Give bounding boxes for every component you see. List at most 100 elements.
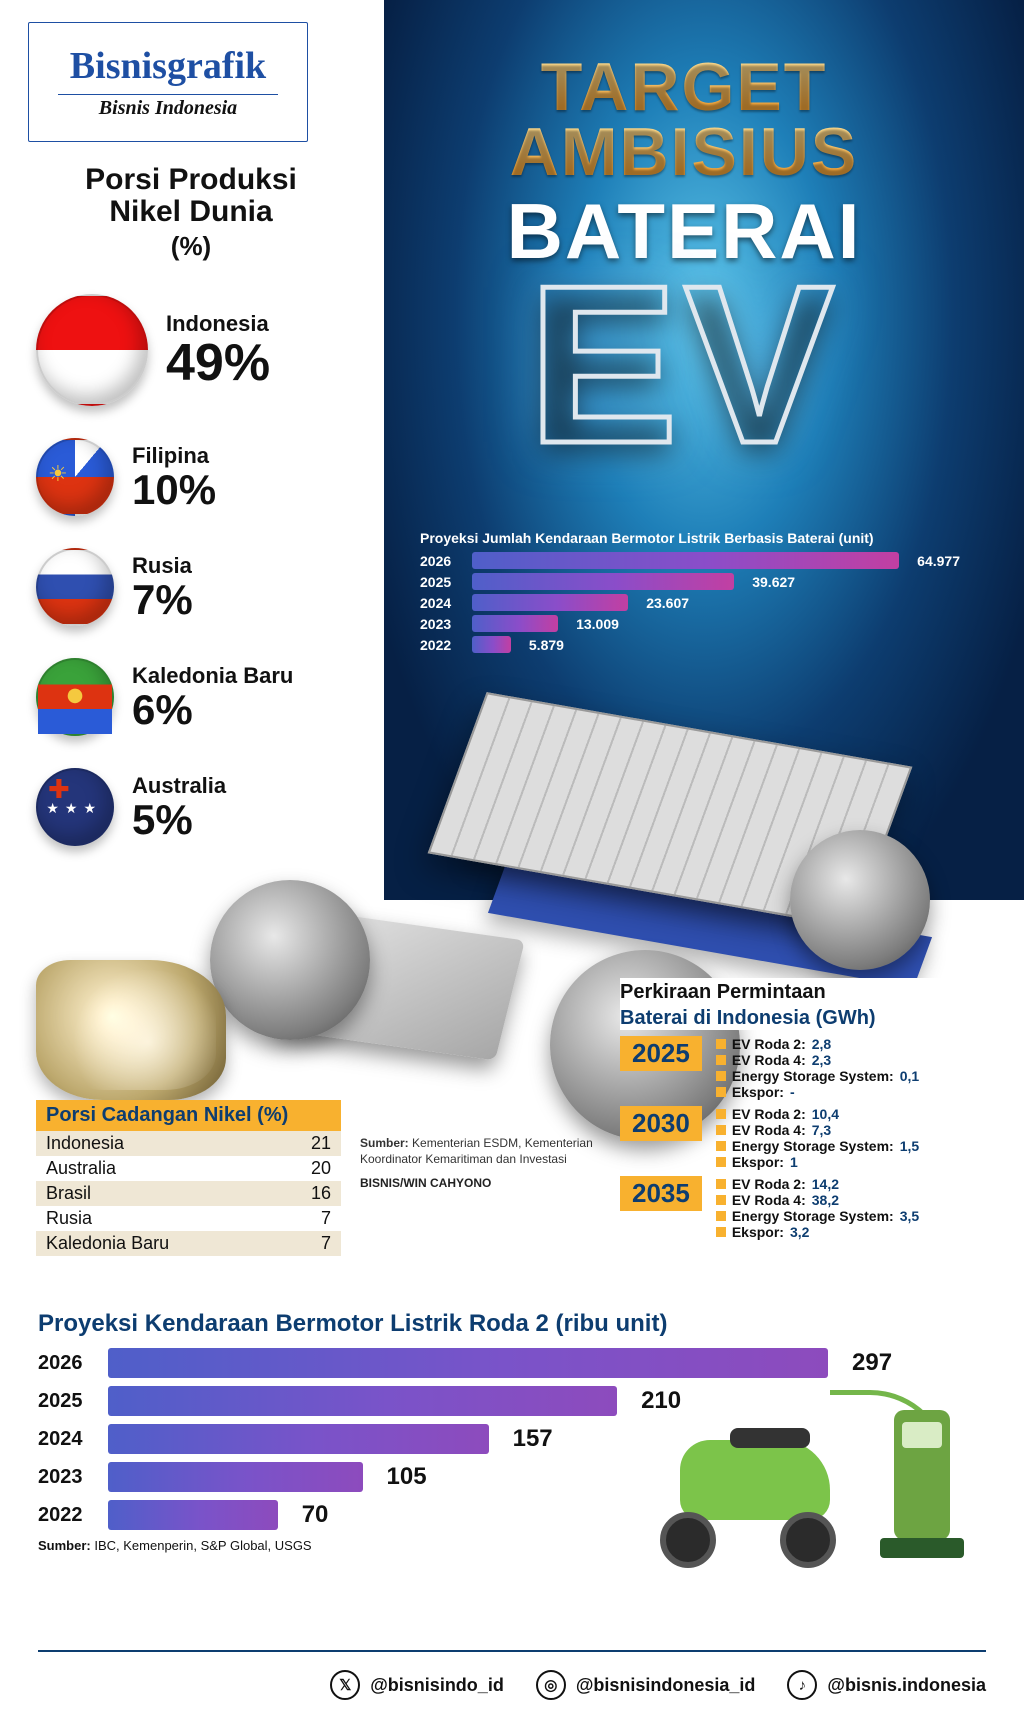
proj-bar [108, 1500, 278, 1530]
demand-item: Ekspor: 3,2 [716, 1224, 919, 1240]
proj-top-row: 202313.009 [420, 615, 960, 632]
source-mid-label: Sumber: [360, 1136, 409, 1150]
proj-bar [108, 1462, 363, 1492]
demand-item-value: 1 [790, 1154, 798, 1170]
demand-year-block: 2035 EV Roda 2: 14,2EV Roda 4: 38,2Energy… [620, 1176, 1000, 1240]
proj-year: 2026 [420, 553, 462, 569]
logo-main: Bisnisgrafik [70, 44, 266, 88]
reserves-country: Kaledonia Baru [46, 1233, 169, 1254]
reserves-value: 21 [311, 1133, 331, 1154]
reserves-row: Brasil16 [36, 1181, 341, 1206]
headline-line1: TARGET [384, 55, 984, 120]
demand-item: EV Roda 4: 2,3 [716, 1052, 919, 1068]
demand-item-value: 0,1 [900, 1068, 919, 1084]
flag-icon [36, 548, 114, 626]
demand-item-key: EV Roda 4: [732, 1052, 806, 1068]
demand-item-value: - [790, 1084, 795, 1100]
demand-item: EV Roda 4: 38,2 [716, 1192, 919, 1208]
headline-line4: EV [384, 269, 984, 460]
demand-item: EV Roda 4: 7,3 [716, 1122, 919, 1138]
logo-divider [58, 94, 278, 95]
footer-socials: 𝕏 @bisnisindo_id ◎@bisnisindonesia_id ♪@bis… [38, 1650, 986, 1700]
wheel-icon [790, 830, 930, 970]
country-pct: 10% [132, 469, 216, 511]
nickel-country-row: Indonesia49% [36, 294, 346, 406]
instagram-icon: ◎ [536, 1670, 566, 1700]
nickel-title-l1: Porsi Produksi [36, 164, 346, 196]
ev-charger-icon [880, 1400, 964, 1580]
proj-bar [472, 573, 734, 590]
demand-item-key: EV Roda 2: [732, 1106, 806, 1122]
proj-year: 2022 [420, 637, 462, 653]
flag-icon [36, 294, 148, 406]
demand-item: EV Roda 2: 14,2 [716, 1176, 919, 1192]
demand-item: Ekspor: - [716, 1084, 919, 1100]
publisher-logo: Bisnisgrafik Bisnis Indonesia [28, 22, 308, 142]
reserves-row: Indonesia21 [36, 1131, 341, 1156]
demand-item-value: 7,3 [812, 1122, 831, 1138]
demand-item-value: 1,5 [900, 1138, 919, 1154]
country-pct: 49% [166, 337, 270, 389]
reserves-row: Rusia7 [36, 1206, 341, 1231]
social-handle: @bisnisindo_id [370, 1675, 504, 1696]
demand-year-block: 2025EV Roda 2: 2,8EV Roda 4: 2,3Energy S… [620, 1036, 1000, 1100]
proj-top-row: 2022 5.879 [420, 636, 960, 653]
demand-items: EV Roda 2: 2,8EV Roda 4: 2,3Energy Stora… [716, 1036, 919, 1100]
social-handle: @bisnis.indonesia [827, 1675, 986, 1696]
demand-item-value: 2,8 [812, 1036, 831, 1052]
headline: TARGET AMBISIUS BATERAI EV [384, 55, 984, 460]
headline-line2: AMBISIUS [384, 120, 984, 185]
demand-item-value: 3,2 [790, 1224, 809, 1240]
reserves-row: Kaledonia Baru7 [36, 1231, 341, 1256]
proj-bar [472, 552, 899, 569]
proj-year: 2024 [420, 595, 462, 611]
demand-item: EV Roda 2: 2,8 [716, 1036, 919, 1052]
twitter-icon: 𝕏 [330, 1670, 360, 1700]
proj-top-title: Proyeksi Jumlah Kendaraan Bermotor Listr… [420, 530, 960, 546]
reserves-country: Australia [46, 1158, 116, 1179]
ev-projection-chart-top: Proyeksi Jumlah Kendaraan Bermotor Listr… [420, 530, 960, 657]
country-pct: 5% [132, 799, 226, 841]
demand-item-key: Ekspor: [732, 1084, 784, 1100]
demand-item-value: 10,4 [812, 1106, 839, 1122]
proj-bar [108, 1424, 489, 1454]
proj-bar [108, 1348, 828, 1378]
proj-bar [472, 636, 511, 653]
wheel-icon [210, 880, 370, 1040]
demand-item-key: Energy Storage System: [732, 1138, 894, 1154]
nickel-reserves-table: Porsi Cadangan Nikel (%) Indonesia21Aust… [36, 1100, 341, 1256]
social-link[interactable]: ♪@bisnis.indonesia [787, 1670, 986, 1700]
demand-item-value: 2,3 [812, 1052, 831, 1068]
social-link[interactable]: ◎@bisnisindonesia_id [536, 1670, 756, 1700]
graphic-credit: BISNIS/WIN CAHYONO [360, 1175, 620, 1191]
demand-item-key: Ekspor: [732, 1224, 784, 1240]
proj-value: 5.879 [529, 637, 564, 653]
proj-bottom-title: Proyeksi Kendaraan Bermotor Listrik Roda… [38, 1310, 988, 1338]
proj-value: 64.977 [917, 553, 960, 569]
demand-item: Energy Storage System: 1,5 [716, 1138, 919, 1154]
proj-top-row: 2024 23.607 [420, 594, 960, 611]
proj-value: 39.627 [752, 574, 795, 590]
social-link[interactable]: 𝕏 @bisnisindo_id [330, 1670, 504, 1700]
country-pct: 7% [132, 579, 193, 621]
demand-item: EV Roda 2: 10,4 [716, 1106, 919, 1122]
demand-year-block: 2030EV Roda 2: 10,4EV Roda 4: 7,3Energy … [620, 1106, 1000, 1170]
demand-item-key: Energy Storage System: [732, 1068, 894, 1084]
flag-icon [36, 768, 114, 846]
demand-item-key: Ekspor: [732, 1154, 784, 1170]
demand-item-value: 38,2 [812, 1192, 839, 1208]
proj-top-row: 202539.627 [420, 573, 960, 590]
demand-year: 2035 [620, 1176, 702, 1211]
proj-bottom-row: 2026297 [38, 1348, 988, 1378]
source-mid: Sumber: Kementerian ESDM, Kementerian Ko… [360, 1135, 620, 1192]
proj-value: 157 [513, 1425, 553, 1453]
proj-year: 2022 [38, 1504, 96, 1527]
proj-value: 23.607 [646, 595, 689, 611]
proj-value: 70 [302, 1501, 329, 1529]
logo-sub: Bisnis Indonesia [99, 97, 237, 120]
demand-item-value: 14,2 [812, 1176, 839, 1192]
reserves-value: 20 [311, 1158, 331, 1179]
demand-item-key: EV Roda 4: [732, 1122, 806, 1138]
demand-item-key: Energy Storage System: [732, 1208, 894, 1224]
nickel-country-row: Filipina10% [36, 438, 346, 516]
